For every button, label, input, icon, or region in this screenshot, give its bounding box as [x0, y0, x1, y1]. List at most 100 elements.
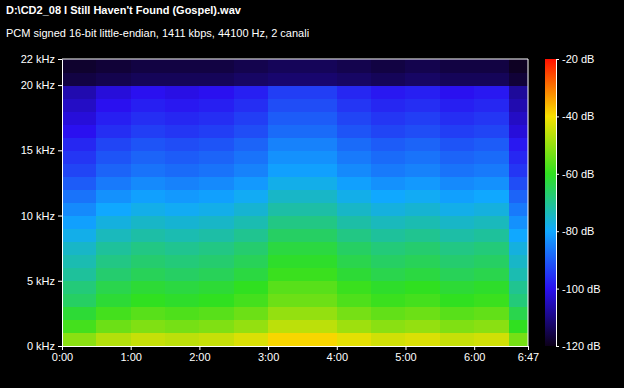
tick-mark: [556, 116, 559, 117]
cell: [474, 294, 509, 308]
cell: [268, 281, 303, 295]
cell: [199, 72, 234, 86]
cell: [234, 320, 269, 334]
cell: [440, 85, 475, 99]
tick-label: 4:00: [327, 351, 348, 363]
cell: [234, 124, 269, 138]
tick: -40 dB: [556, 110, 594, 122]
tick: 3:00: [258, 346, 279, 363]
cell: [302, 137, 337, 151]
cell: [440, 255, 475, 269]
cell: [337, 98, 372, 112]
cell: [234, 333, 269, 346]
cell: [268, 203, 303, 217]
tick: 5:00: [395, 346, 416, 363]
cell: [268, 320, 303, 334]
cell: [405, 294, 440, 308]
cell: [440, 203, 475, 217]
tick-mark: [556, 346, 559, 347]
cell: [234, 189, 269, 203]
cell: [405, 203, 440, 217]
cell: [165, 216, 200, 230]
cell: [62, 333, 97, 346]
cell: [474, 111, 509, 125]
cell: [474, 189, 509, 203]
cell: [440, 137, 475, 151]
title: D:\CD2_08 I Still Haven't Found (Gospel)…: [6, 4, 242, 16]
cell: [509, 294, 528, 308]
cell: [131, 307, 166, 321]
cell: [509, 216, 528, 230]
cell: [405, 176, 440, 190]
cell: [165, 137, 200, 151]
cell: [371, 294, 406, 308]
cell: [371, 111, 406, 125]
cell: [405, 216, 440, 230]
cell: [62, 111, 97, 125]
cell: [96, 137, 131, 151]
cell: [131, 124, 166, 138]
cell: [405, 59, 440, 73]
cell: [268, 307, 303, 321]
cell: [131, 320, 166, 334]
cell: [131, 176, 166, 190]
cell: [199, 85, 234, 99]
cell: [268, 98, 303, 112]
cell: [509, 72, 528, 86]
cell: [268, 72, 303, 86]
cell: [268, 59, 303, 73]
tick: -20 dB: [556, 53, 594, 65]
cell: [337, 176, 372, 190]
cell: [268, 150, 303, 164]
tick-label: 10 kHz: [21, 210, 55, 222]
cell: [199, 59, 234, 73]
cell: [62, 150, 97, 164]
cell: [96, 203, 131, 217]
cell: [371, 242, 406, 256]
cell: [440, 333, 475, 346]
cell: [234, 203, 269, 217]
cell: [131, 333, 166, 346]
y-axis: 0 kHz5 kHz10 kHz15 kHz20 kHz22 kHz: [21, 53, 63, 352]
cell: [165, 294, 200, 308]
cell: [509, 242, 528, 256]
cell: [96, 98, 131, 112]
cell: [337, 255, 372, 269]
cell: [165, 72, 200, 86]
cell: [440, 294, 475, 308]
cell: [302, 124, 337, 138]
axis-line: [62, 60, 63, 347]
cell: [62, 216, 97, 230]
cell: [234, 98, 269, 112]
tick-label: 5 kHz: [27, 275, 55, 287]
cell: [302, 320, 337, 334]
cell: [234, 137, 269, 151]
cell: [302, 59, 337, 73]
cell: [131, 72, 166, 86]
cell: [371, 137, 406, 151]
cell: [234, 294, 269, 308]
cell: [199, 281, 234, 295]
cell: [234, 59, 269, 73]
cell: [440, 229, 475, 243]
cell: [337, 150, 372, 164]
cell: [440, 163, 475, 177]
cell: [96, 85, 131, 99]
cell: [371, 189, 406, 203]
cell: [371, 150, 406, 164]
cell: [474, 320, 509, 334]
cell: [165, 255, 200, 269]
cell: [474, 72, 509, 86]
cell: [474, 98, 509, 112]
cell: [371, 176, 406, 190]
cell: [165, 176, 200, 190]
cell: [337, 294, 372, 308]
cell: [509, 229, 528, 243]
cell: [199, 333, 234, 346]
cell: [509, 85, 528, 99]
cell: [165, 203, 200, 217]
subtitle: PCM signed 16-bit little-endian, 1411 kb…: [6, 27, 309, 39]
cell: [405, 111, 440, 125]
cell: [96, 333, 131, 346]
cell: [62, 189, 97, 203]
